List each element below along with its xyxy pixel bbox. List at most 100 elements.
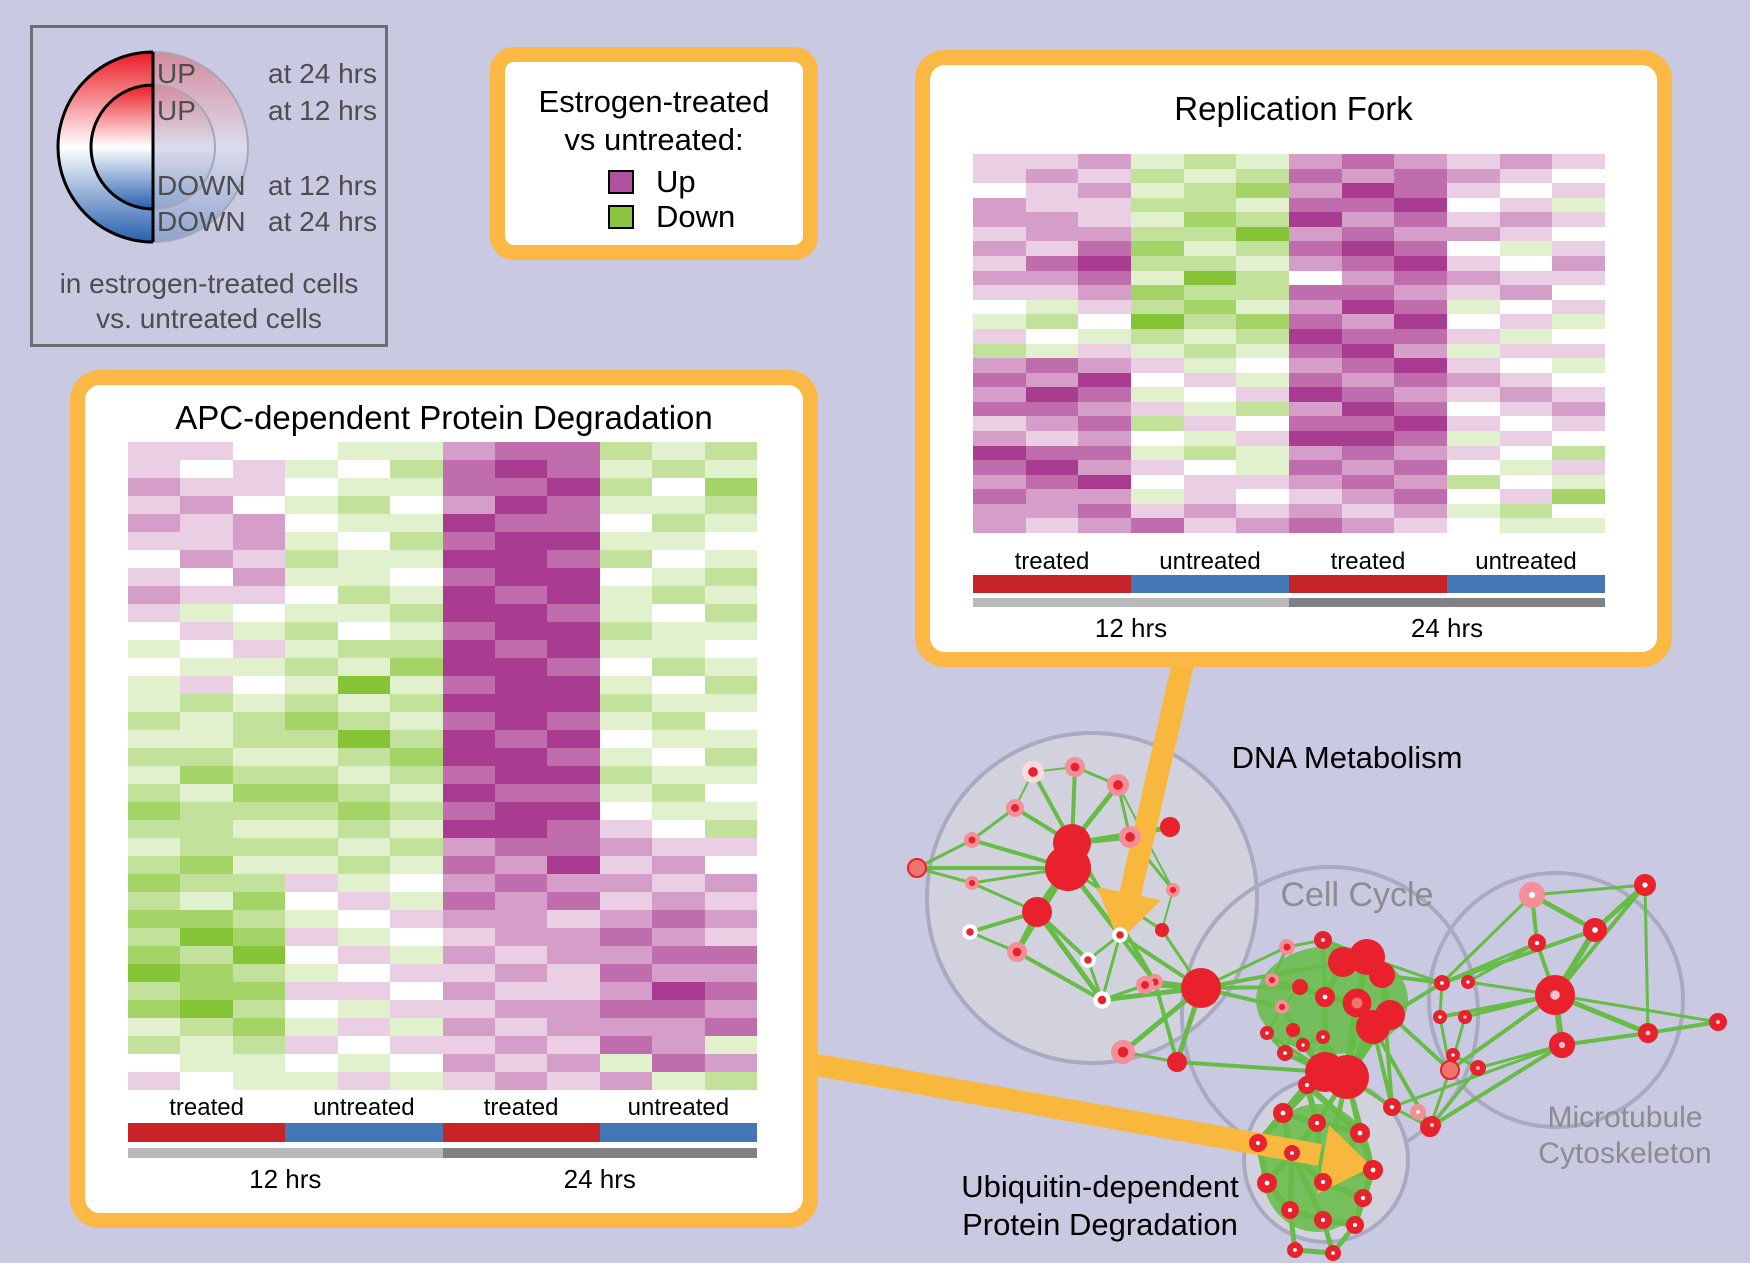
heatmap-cell	[180, 820, 233, 838]
heatmap-cell	[494, 766, 548, 784]
legend-up-24-time: at 24 hrs	[268, 58, 377, 89]
heatmap-cell	[652, 838, 705, 856]
heatmap-cell	[128, 460, 181, 478]
heatmap-cell	[1552, 197, 1605, 213]
heatmap-cell	[390, 676, 443, 694]
heatmap-cell	[1394, 270, 1447, 286]
heatmap-cell	[704, 892, 757, 910]
heatmap-cell	[128, 766, 181, 784]
gene-node	[1534, 974, 1575, 1015]
heatmap-cell	[1131, 314, 1184, 329]
heatmap-cell	[973, 168, 1026, 184]
heatmap-cell	[1078, 212, 1131, 227]
heatmap-cell	[1499, 387, 1553, 402]
heatmap-cell	[547, 928, 600, 946]
heatmap-cell	[1447, 460, 1500, 475]
heatmap-cell	[1447, 154, 1500, 169]
legend-footer-line1: in estrogen-treated cells	[59, 268, 359, 299]
up-label: Up	[656, 164, 696, 199]
heatmap-cell	[704, 982, 757, 1000]
heatmap-cell	[442, 550, 495, 568]
heatmap-cell	[232, 910, 286, 928]
heatmap-cell	[1078, 474, 1131, 490]
heatmap-cell	[1499, 241, 1553, 257]
heatmap-cell	[652, 478, 705, 496]
heatmap-cell	[1183, 445, 1237, 461]
heatmap-cell	[1236, 241, 1289, 257]
heatmap-cell	[285, 568, 338, 586]
heatmap-cell	[390, 784, 443, 802]
heatmap-cell	[547, 766, 600, 784]
heatmap-cell	[1499, 226, 1553, 242]
gene-node	[1160, 817, 1180, 837]
heatmap-cell	[390, 982, 443, 1000]
heatmap-cell	[442, 1036, 495, 1054]
heatmap-cell	[1289, 270, 1342, 286]
heatmap-cell	[1499, 256, 1553, 271]
heatmap-cell	[494, 712, 548, 730]
heatmap-cell	[599, 946, 653, 964]
gene-node	[1274, 1000, 1289, 1015]
heatmap-cell	[599, 460, 653, 478]
heatmap-cell	[180, 1036, 233, 1054]
heatmap-cell	[1552, 401, 1605, 417]
heatmap-cell	[973, 430, 1026, 446]
heatmap-cell	[1552, 518, 1605, 533]
heatmap-cell	[128, 730, 181, 748]
heatmap-cell	[285, 1018, 338, 1036]
heatmap-cell	[1131, 430, 1184, 446]
heatmap-cell	[128, 1000, 181, 1018]
heatmap-cell	[1289, 197, 1342, 213]
heatmap-cell	[285, 928, 338, 946]
gene-node	[1093, 991, 1111, 1009]
heatmap-cell	[1131, 518, 1184, 533]
heatmap-cell	[1552, 183, 1605, 198]
heatmap-cell	[494, 856, 548, 874]
figure-bottom-margin	[0, 1263, 1750, 1279]
heatmap-cell	[652, 1072, 705, 1090]
heatmap-cell	[494, 838, 548, 856]
heatmap-cell	[1078, 197, 1131, 213]
heatmap-cell	[1394, 401, 1447, 417]
heatmap-cell	[390, 856, 443, 874]
heatmap-cell	[704, 532, 757, 550]
heatmap-cell	[442, 874, 495, 892]
heatmap-cell	[1499, 401, 1553, 417]
heatmap-cell	[973, 460, 1026, 475]
annotation-arrow-shaft	[798, 1051, 1322, 1166]
heatmap-cell	[1025, 358, 1079, 373]
heatmap-cell	[285, 784, 338, 802]
heatmap-cell	[599, 748, 653, 766]
heatmap-cell	[1447, 518, 1500, 533]
heatmap-cell	[547, 964, 600, 982]
heatmap-cell	[704, 856, 757, 874]
heatmap-cell	[1025, 387, 1079, 402]
heatmap-cell	[1447, 197, 1500, 213]
gene-node	[1296, 1038, 1311, 1053]
heatmap-cell	[704, 622, 757, 640]
gene-node	[1528, 933, 1547, 952]
heatmap-cell	[1078, 256, 1131, 271]
network-edge	[1430, 1066, 1480, 1127]
heatmap-cell	[494, 1036, 548, 1054]
heatmap-cell	[494, 910, 548, 928]
apc-heatmap	[128, 442, 757, 1090]
heatmap-cell	[442, 802, 495, 820]
up-color-swatch	[608, 170, 634, 194]
heatmap-cell	[128, 964, 181, 982]
heatmap-cell	[1499, 183, 1553, 198]
heatmap-cell	[390, 712, 443, 730]
heatmap-cell	[1394, 343, 1447, 359]
heatmap-cell	[1078, 226, 1131, 242]
heatmap-cell	[1289, 372, 1342, 388]
heatmap-cell	[1552, 212, 1605, 227]
gene-node	[1325, 1055, 1369, 1099]
heatmap-cell	[337, 928, 391, 946]
heatmap-cell	[494, 748, 548, 766]
heatmap-cell	[1552, 416, 1605, 431]
heatmap-cell	[1183, 416, 1237, 431]
heatmap-cell	[599, 1018, 653, 1036]
heatmap-cell	[704, 838, 757, 856]
heatmap-cell	[390, 802, 443, 820]
heatmap-cell	[973, 241, 1026, 257]
